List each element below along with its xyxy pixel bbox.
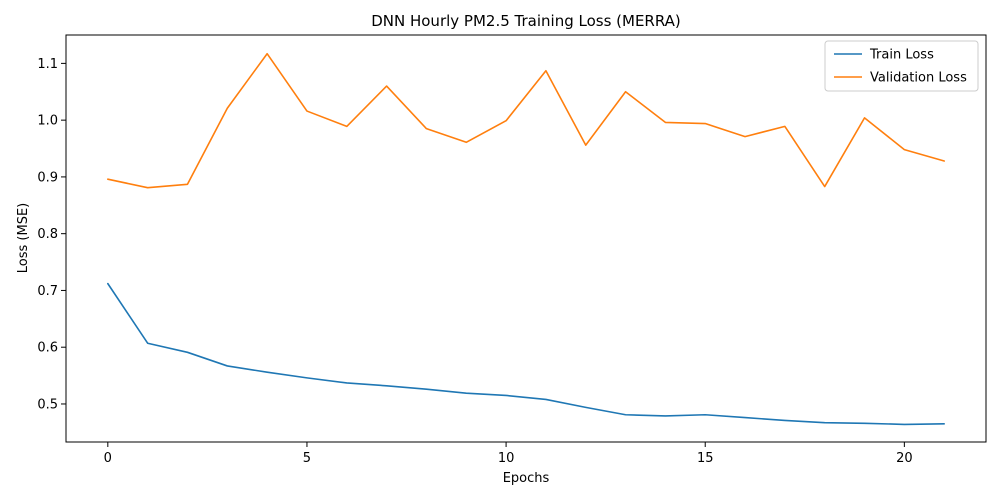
y-axis-label: Loss (MSE) (16, 203, 31, 273)
x-tick-label: 0 (104, 451, 112, 466)
y-tick-label: 0.5 (37, 397, 58, 412)
x-tick-label: 5 (303, 451, 311, 466)
y-tick-label: 1.0 (37, 114, 58, 129)
y-tick-label: 1.1 (37, 57, 58, 72)
legend-entry-label: Validation Loss (870, 71, 967, 86)
x-tick-label: 20 (896, 451, 913, 466)
series-lines (107, 52, 945, 426)
legend-box (824, 40, 979, 92)
x-axis-label: Epochs (503, 471, 550, 486)
chart-title: DNN Hourly PM2.5 Training Loss (MERRA) (371, 12, 681, 30)
series-line-validation-loss (107, 52, 945, 189)
x-tick-label: 15 (697, 451, 714, 466)
series-line-train-loss (107, 282, 945, 426)
y-axis-ticks: 0.5 0.6 0.7 0.8 0.9 1.0 1.1 (37, 57, 66, 412)
y-tick-label: 0.6 (37, 341, 58, 356)
x-tick-label: 10 (498, 451, 515, 466)
plot-area (65, 34, 987, 443)
legend: Train Loss Validation Loss (824, 40, 979, 92)
y-tick-label: 0.8 (37, 227, 58, 242)
y-tick-label: 0.7 (37, 284, 58, 299)
x-axis-ticks: 0 5 10 15 20 (104, 442, 913, 466)
y-tick-label: 0.9 (37, 170, 58, 185)
legend-entry-label: Train Loss (869, 48, 934, 63)
plot-frame (65, 34, 987, 443)
